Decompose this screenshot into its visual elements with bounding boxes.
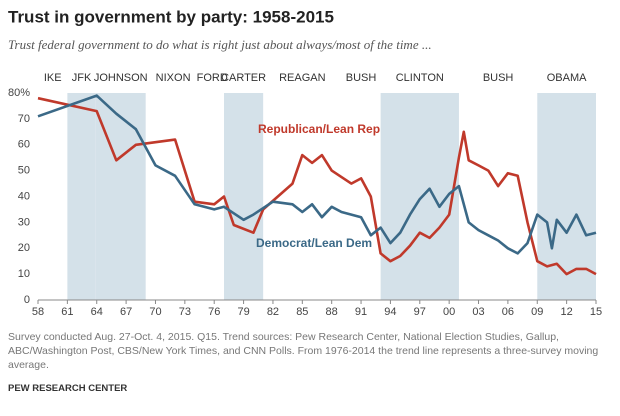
y-tick-label: 10 xyxy=(18,268,30,280)
x-tick-label: 79 xyxy=(237,306,249,318)
x-tick-label: 67 xyxy=(120,306,132,318)
x-tick-label: 82 xyxy=(267,306,279,318)
y-tick-label: 0 xyxy=(24,294,30,306)
x-tick-label: 00 xyxy=(443,306,455,318)
y-tick-label: 80% xyxy=(8,87,30,99)
chart-title: Trust in government by party: 1958-2015 xyxy=(8,7,334,26)
y-tick-label: 30 xyxy=(18,216,30,228)
x-tick-label: 12 xyxy=(561,306,573,318)
x-tick-label: 64 xyxy=(91,306,103,318)
chart-subtitle: Trust federal government to do what is r… xyxy=(8,37,432,52)
series-line xyxy=(37,96,597,276)
y-tick-label: 70 xyxy=(18,113,30,125)
series-line xyxy=(37,94,597,255)
x-tick-label: 76 xyxy=(208,306,220,318)
y-tick-label: 50 xyxy=(18,165,30,177)
president-label: IKE xyxy=(44,72,62,84)
president-label: BUSH xyxy=(346,72,377,84)
president-label: CARTER xyxy=(221,72,266,84)
president-label: FORD xyxy=(197,72,228,84)
x-tick-label: 91 xyxy=(355,306,367,318)
x-tick-label: 15 xyxy=(590,306,602,318)
president-label: JFK xyxy=(72,72,92,84)
president-label: BUSH xyxy=(483,72,514,84)
president-label: NIXON xyxy=(156,72,191,84)
footnote: Survey conducted Aug. 27-Oct. 4, 2015. Q… xyxy=(8,331,599,371)
president-label: JOHNSON xyxy=(94,72,148,84)
x-tick-label: 58 xyxy=(32,306,44,318)
x-tick-label: 97 xyxy=(414,306,426,318)
series-label: Republican/Lean Rep xyxy=(258,122,380,136)
x-tick-label: 70 xyxy=(149,306,161,318)
x-tick-label: 73 xyxy=(179,306,191,318)
x-tick-label: 88 xyxy=(326,306,338,318)
president-label: REAGAN xyxy=(279,72,326,84)
series-label: Democrat/Lean Dem xyxy=(256,236,372,250)
y-tick-label: 20 xyxy=(18,242,30,254)
x-tick-label: 09 xyxy=(531,306,543,318)
x-tick-label: 85 xyxy=(296,306,308,318)
y-tick-label: 40 xyxy=(18,190,30,202)
x-tick-label: 06 xyxy=(502,306,514,318)
president-label: OBAMA xyxy=(547,72,587,84)
president-label: CLINTON xyxy=(396,72,444,84)
x-tick-label: 94 xyxy=(384,306,396,318)
source: PEW RESEARCH CENTER xyxy=(8,383,128,394)
presidency-shade xyxy=(67,93,96,300)
presidency-shade xyxy=(224,93,264,300)
y-tick-label: 60 xyxy=(18,139,30,151)
chart: Trust in government by party: 1958-2015 … xyxy=(8,7,602,318)
x-tick-label: 03 xyxy=(472,306,484,318)
x-tick-label: 61 xyxy=(61,306,73,318)
